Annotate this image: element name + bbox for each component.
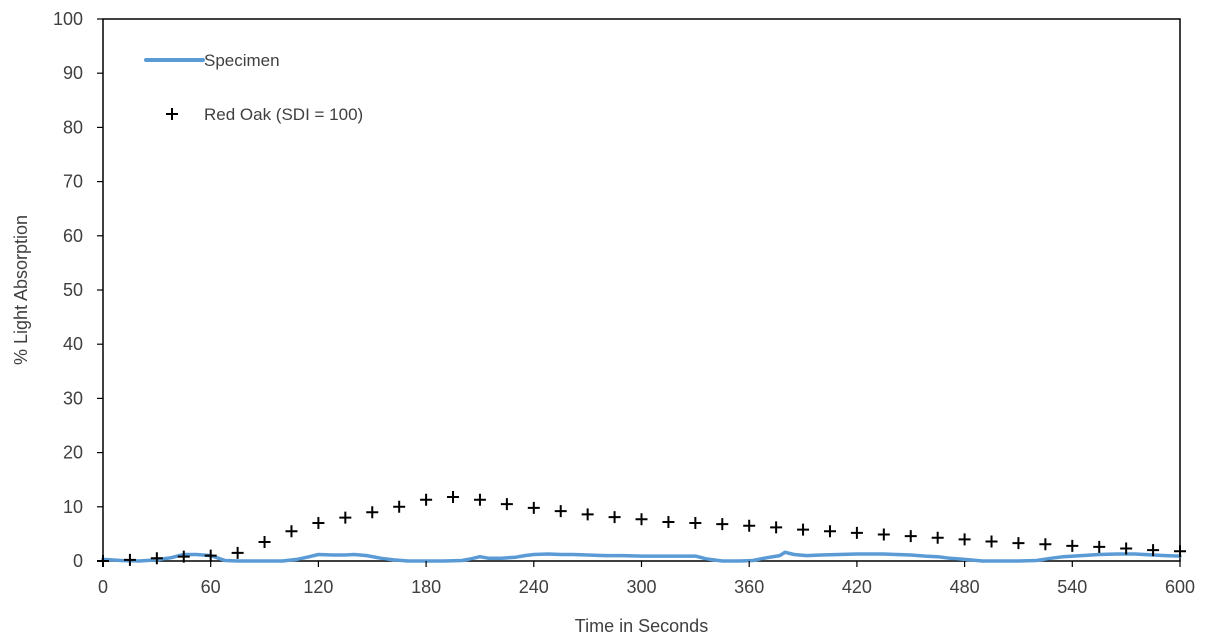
data-point-red-oak bbox=[608, 511, 621, 524]
x-tick-label: 0 bbox=[98, 577, 108, 597]
y-tick-label: 0 bbox=[73, 551, 83, 571]
data-point-red-oak bbox=[1147, 544, 1160, 557]
y-tick-label: 80 bbox=[63, 117, 83, 137]
data-point-red-oak bbox=[554, 505, 567, 518]
data-point-red-oak bbox=[393, 500, 406, 513]
data-point-red-oak bbox=[339, 511, 352, 524]
x-tick-label: 600 bbox=[1165, 577, 1195, 597]
y-tick-label: 20 bbox=[63, 443, 83, 463]
data-point-red-oak bbox=[231, 546, 244, 559]
plot-area bbox=[102, 18, 1181, 562]
data-point-red-oak bbox=[1120, 542, 1133, 555]
data-point-red-oak bbox=[1012, 537, 1025, 550]
x-tick-label: 420 bbox=[842, 577, 872, 597]
y-tick-label: 60 bbox=[63, 226, 83, 246]
data-point-red-oak bbox=[904, 530, 917, 543]
data-point-red-oak bbox=[743, 519, 756, 532]
plot-frame bbox=[102, 18, 1181, 562]
data-point-red-oak bbox=[312, 517, 325, 530]
data-point-red-oak bbox=[716, 518, 729, 531]
data-point-red-oak bbox=[204, 549, 217, 562]
x-tick-label: 240 bbox=[519, 577, 549, 597]
data-point-red-oak bbox=[447, 491, 460, 504]
y-tick-label: 70 bbox=[63, 172, 83, 192]
data-point-red-oak bbox=[150, 552, 163, 565]
x-tick-label: 120 bbox=[303, 577, 333, 597]
data-point-red-oak bbox=[958, 533, 971, 546]
data-point-red-oak bbox=[527, 501, 540, 514]
data-point-red-oak bbox=[770, 521, 783, 534]
data-point-red-oak bbox=[797, 523, 810, 536]
data-point-red-oak bbox=[985, 535, 998, 548]
data-point-red-oak bbox=[258, 536, 271, 549]
y-tick-label: 90 bbox=[63, 63, 83, 83]
series-layer bbox=[97, 491, 1186, 567]
data-point-red-oak bbox=[123, 553, 136, 566]
data-point-red-oak bbox=[931, 531, 944, 544]
data-point-red-oak bbox=[420, 493, 433, 506]
data-point-red-oak bbox=[366, 506, 379, 519]
data-point-red-oak bbox=[1093, 540, 1106, 553]
y-tick-label: 10 bbox=[63, 497, 83, 517]
data-point-red-oak bbox=[581, 508, 594, 521]
data-point-red-oak bbox=[1039, 538, 1052, 551]
y-tick-label: 40 bbox=[63, 334, 83, 354]
y-tick-label: 30 bbox=[63, 388, 83, 408]
legend-label-specimen: Specimen bbox=[204, 51, 280, 70]
data-point-red-oak bbox=[689, 517, 702, 530]
y-tick-label: 50 bbox=[63, 280, 83, 300]
series-line-specimen bbox=[101, 550, 1182, 563]
x-tick-label: 540 bbox=[1057, 577, 1087, 597]
data-point-red-oak bbox=[1066, 539, 1079, 552]
x-tick-label: 60 bbox=[201, 577, 221, 597]
x-tick-label: 480 bbox=[950, 577, 980, 597]
y-axis-title: % Light Absorption bbox=[11, 215, 31, 365]
data-point-red-oak bbox=[285, 525, 298, 538]
x-tick-label: 300 bbox=[626, 577, 656, 597]
legend: Specimen Red Oak (SDI = 100) bbox=[144, 51, 363, 124]
data-point-red-oak bbox=[850, 526, 863, 539]
x-tick-label: 180 bbox=[411, 577, 441, 597]
data-point-red-oak bbox=[473, 493, 486, 506]
data-point-red-oak bbox=[823, 525, 836, 538]
x-axis: 0 60 120 180 240 300 360 420 480 540 600 bbox=[98, 561, 1195, 597]
data-point-red-oak bbox=[500, 498, 513, 511]
legend-label-red-oak: Red Oak (SDI = 100) bbox=[204, 105, 363, 124]
data-point-red-oak bbox=[1174, 545, 1186, 558]
legend-plus-marker bbox=[166, 108, 178, 120]
legend-swatch-red-oak bbox=[166, 108, 178, 120]
y-axis: 0 10 20 30 40 50 60 70 80 90 100 bbox=[53, 9, 103, 571]
y-tick-label: 100 bbox=[53, 9, 83, 29]
x-tick-label: 360 bbox=[734, 577, 764, 597]
data-point-red-oak bbox=[662, 515, 675, 528]
data-point-red-oak bbox=[177, 550, 190, 563]
x-axis-title: Time in Seconds bbox=[575, 616, 708, 636]
data-point-red-oak bbox=[877, 528, 890, 541]
data-point-red-oak bbox=[635, 513, 648, 526]
